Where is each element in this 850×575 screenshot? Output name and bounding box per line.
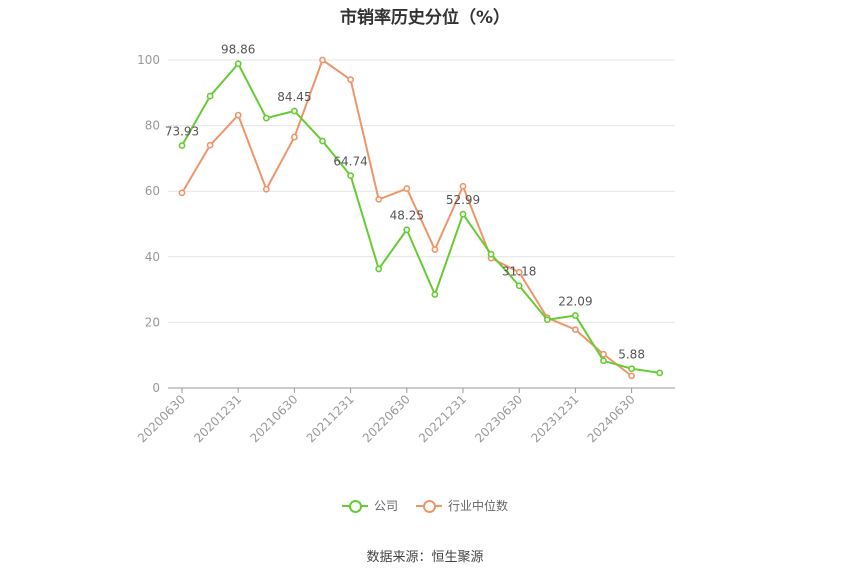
data-label: 5.88 xyxy=(618,348,645,362)
data-point-industry-median xyxy=(431,246,439,253)
data-point-industry-median xyxy=(234,111,242,119)
x-tick-label: 20231231 xyxy=(528,392,581,445)
legend-item-industry-median[interactable]: 行业中位数 xyxy=(416,497,508,514)
data-point-company xyxy=(515,282,523,290)
data-label: 73.93 xyxy=(165,125,199,139)
x-tick-label: 20200630 xyxy=(135,392,188,445)
y-tick-label: 20 xyxy=(145,315,160,329)
data-point-industry-median xyxy=(459,182,467,190)
y-tick-label: 100 xyxy=(137,53,160,67)
data-point-company xyxy=(431,291,439,298)
data-point-industry-median xyxy=(515,268,523,276)
data-label: 22.09 xyxy=(558,295,592,309)
legend-label-industry-median: 行业中位数 xyxy=(448,499,509,513)
data-point-company xyxy=(262,114,270,122)
data-label: 31.18 xyxy=(502,265,536,279)
x-tick-label: 20220630 xyxy=(360,392,413,445)
x-tick-label: 20230630 xyxy=(472,392,525,445)
data-point-company xyxy=(572,312,579,319)
data-label: 98.86 xyxy=(221,43,255,57)
data-point-industry-median xyxy=(262,185,270,193)
data-point-industry-median xyxy=(628,372,635,380)
data-point-industry-median xyxy=(600,350,607,358)
x-tick-label: 20221231 xyxy=(416,392,469,445)
data-point-company xyxy=(600,357,607,365)
data-point-industry-median xyxy=(347,76,354,84)
legend: 公司 行业中位数 xyxy=(0,497,850,514)
data-point-company xyxy=(375,265,383,273)
data-point-industry-median xyxy=(319,56,326,64)
y-tick-label: 0 xyxy=(152,381,160,395)
data-point-company xyxy=(487,250,495,258)
source-note: 数据来源：恒生聚源 xyxy=(366,550,484,565)
data-label: 84.45 xyxy=(277,90,311,104)
data-point-company xyxy=(319,137,326,145)
data-point-company xyxy=(178,142,186,149)
data-point-company xyxy=(543,316,551,324)
data-point-industry-median xyxy=(375,195,383,203)
legend-item-company[interactable]: 公司 xyxy=(341,497,398,514)
data-point-industry-median xyxy=(290,133,298,141)
x-tick-label: 20240630 xyxy=(585,392,638,445)
data-point-industry-median xyxy=(206,141,214,149)
x-tick-label: 20201231 xyxy=(191,392,244,445)
data-label: 64.74 xyxy=(333,155,367,169)
legend-label-company: 公司 xyxy=(373,499,398,513)
legend-swatch-industry-median xyxy=(416,499,442,513)
x-tick-label: 20211231 xyxy=(304,392,357,445)
data-point-company xyxy=(290,107,298,115)
data-point-company xyxy=(347,172,354,180)
series-line-company xyxy=(181,62,660,374)
data-label: 48.25 xyxy=(390,209,424,223)
data-point-company xyxy=(459,210,467,218)
data-point-industry-median xyxy=(178,189,186,197)
legend-swatch-company xyxy=(341,499,368,513)
data-point-company xyxy=(234,60,242,68)
x-tick-label: 20210630 xyxy=(247,392,300,445)
data-point-industry-median xyxy=(572,326,579,334)
data-label: 52.99 xyxy=(446,193,480,207)
data-point-company xyxy=(656,369,664,377)
chart-title: 市销率历史分位（%） xyxy=(339,8,511,28)
data-point-industry-median xyxy=(403,185,411,192)
data-point-company xyxy=(628,365,635,373)
data-point-company xyxy=(206,92,214,100)
y-tick-label: 40 xyxy=(145,250,160,264)
y-tick-label: 80 xyxy=(145,119,160,133)
data-point-company xyxy=(403,226,411,234)
y-tick-label: 60 xyxy=(145,184,160,198)
